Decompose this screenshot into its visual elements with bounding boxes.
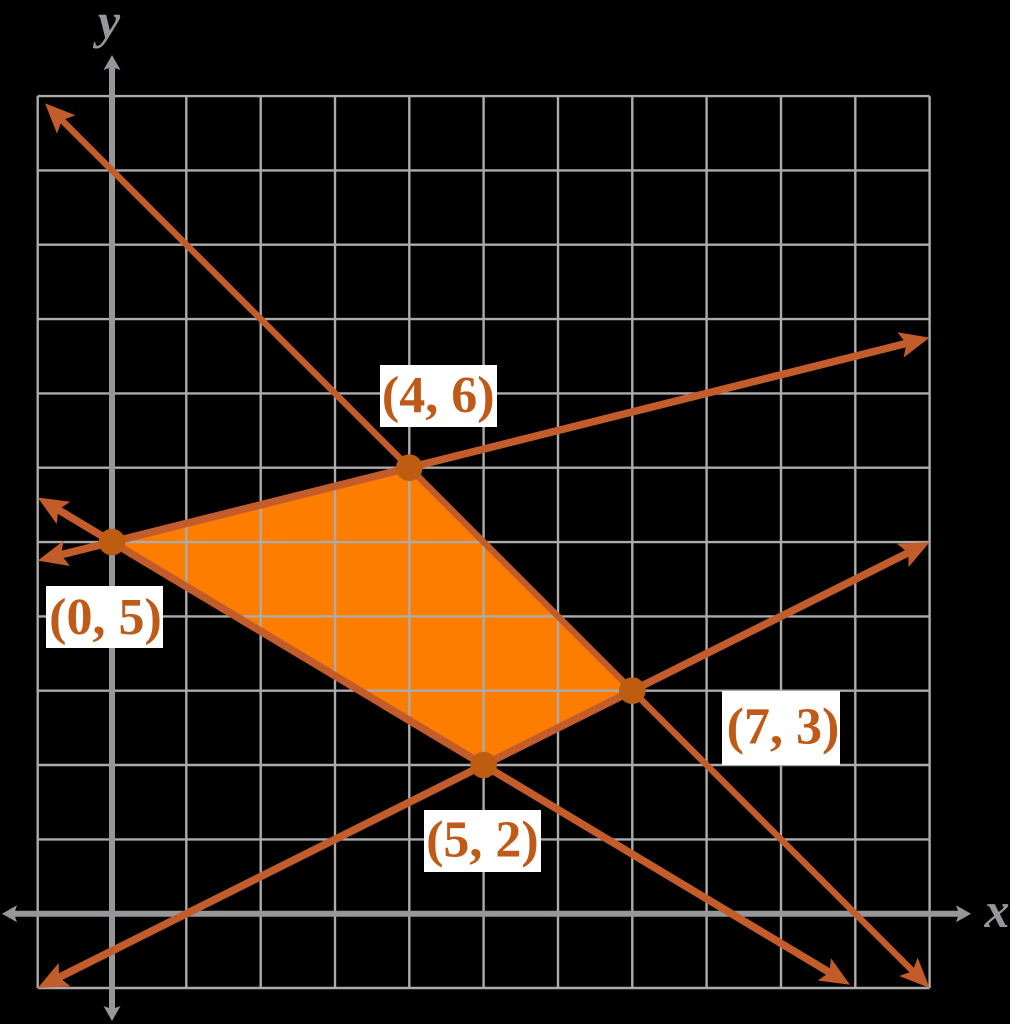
svg-text:(4, 6): (4, 6) <box>382 367 495 424</box>
svg-text:(7, 3): (7, 3) <box>727 699 840 756</box>
svg-text:y: y <box>93 0 121 49</box>
svg-text:(5, 2): (5, 2) <box>426 812 539 869</box>
svg-text:x: x <box>984 882 1010 938</box>
svg-text:(0, 5): (0, 5) <box>49 589 162 646</box>
